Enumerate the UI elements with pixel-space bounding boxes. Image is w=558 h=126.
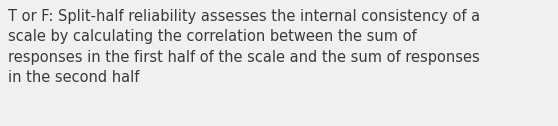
Text: T or F: Split-half reliability assesses the internal consistency of a
scale by c: T or F: Split-half reliability assesses … [8, 9, 480, 85]
